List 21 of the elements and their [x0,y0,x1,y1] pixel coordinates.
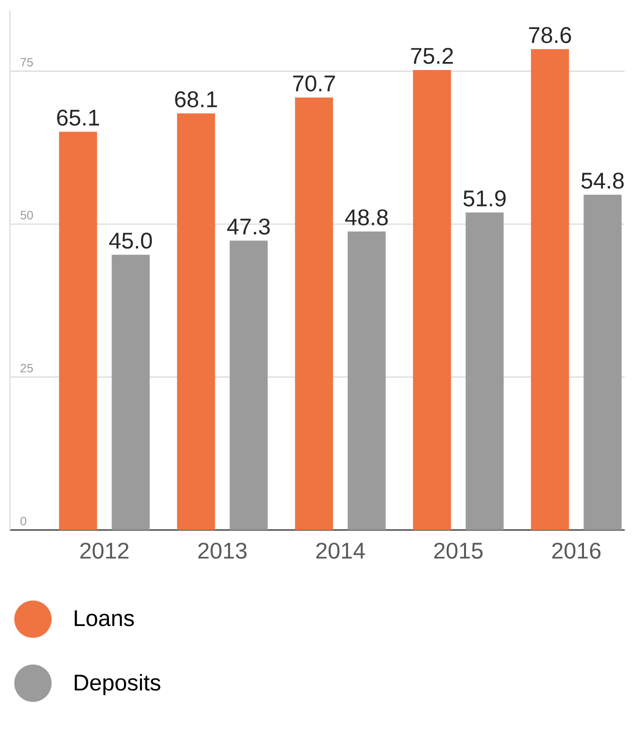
y-tick-label: 75 [20,58,33,66]
legend-label: Deposits [74,674,160,696]
data-label: 47.3 [227,218,270,235]
x-tick-label: 2014 [316,542,365,559]
data-label: 65.1 [57,110,99,126]
legend-label: Loans [74,610,134,626]
data-label: 75.2 [411,48,453,64]
y-tick-label: 0 [20,516,26,526]
x-tick-label: 2013 [198,542,247,559]
x-tick-label: 2016 [552,542,600,559]
data-label: 54.8 [581,172,624,189]
data-label: 45.0 [109,232,152,249]
data-label: 68.1 [175,91,217,108]
data-label: 70.7 [293,75,335,92]
y-tick-label: 50 [20,210,33,220]
data-label: 78.6 [529,27,572,44]
x-tick-label: 2012 [80,542,128,559]
data-label: 48.8 [345,209,388,226]
y-tick-label: 25 [20,364,33,372]
data-label: 51.9 [463,190,506,206]
x-tick-label: 2015 [434,542,483,559]
